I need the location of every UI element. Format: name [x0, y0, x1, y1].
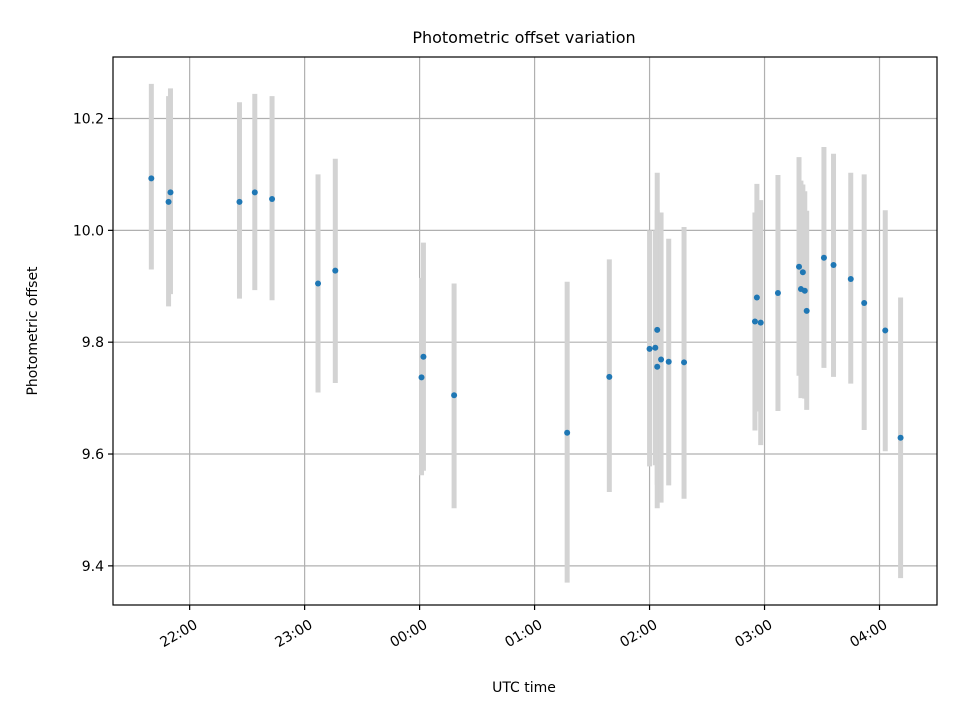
y-tick-label: 9.4: [82, 559, 104, 575]
data-point: [654, 363, 661, 370]
y-tick-label: 9.6: [82, 447, 104, 463]
data-point: [799, 269, 806, 276]
data-point: [753, 294, 760, 301]
data-point: [654, 326, 661, 333]
data-point: [167, 189, 174, 196]
data-point: [251, 189, 258, 196]
data-point: [681, 359, 688, 366]
x-tick-label: 04:00: [847, 617, 890, 651]
data-points: [148, 175, 904, 441]
plot-frame: [112, 56, 938, 606]
axis-ticks: 22:00 23:00 00:00 01:00 02:00 03:00 04:00 9.4 9.…: [73, 112, 890, 651]
data-point: [861, 300, 868, 307]
data-point: [451, 392, 458, 399]
data-point: [820, 254, 827, 261]
data-point: [757, 319, 764, 326]
data-point: [897, 434, 904, 441]
data-point: [646, 345, 653, 352]
data-point: [652, 344, 659, 351]
chart-title: Photometric offset variation: [412, 28, 635, 47]
data-point: [606, 373, 613, 380]
y-tick-label: 10.0: [73, 223, 104, 239]
data-point: [751, 318, 758, 325]
x-tick-label: 00:00: [387, 617, 430, 651]
data-point: [847, 275, 854, 282]
x-tick-label: 01:00: [502, 617, 545, 651]
data-point: [418, 374, 425, 381]
x-tick-label: 23:00: [272, 617, 315, 651]
data-point: [882, 327, 889, 334]
data-point: [332, 267, 339, 274]
data-point: [803, 307, 810, 314]
data-point: [165, 198, 172, 205]
data-point: [665, 358, 672, 365]
x-axis-label: UTC time: [492, 680, 556, 696]
data-point: [774, 289, 781, 296]
data-point: [830, 262, 837, 269]
x-tick-label: 02:00: [617, 617, 660, 651]
error-bars: [148, 83, 904, 583]
data-point: [236, 198, 243, 205]
data-point: [564, 429, 571, 436]
data-point: [148, 175, 155, 182]
data-point: [269, 196, 276, 203]
y-tick-label: 9.8: [82, 335, 104, 351]
y-axis-label: Photometric offset: [25, 266, 41, 396]
data-point: [315, 280, 322, 287]
data-point: [420, 353, 427, 360]
x-tick-label: 22:00: [157, 617, 200, 651]
x-tick-label: 03:00: [732, 617, 775, 651]
data-point: [801, 287, 808, 294]
data-point: [658, 356, 665, 363]
data-point: [796, 263, 803, 270]
grid-lines: [113, 57, 937, 605]
y-tick-label: 10.2: [73, 112, 104, 128]
